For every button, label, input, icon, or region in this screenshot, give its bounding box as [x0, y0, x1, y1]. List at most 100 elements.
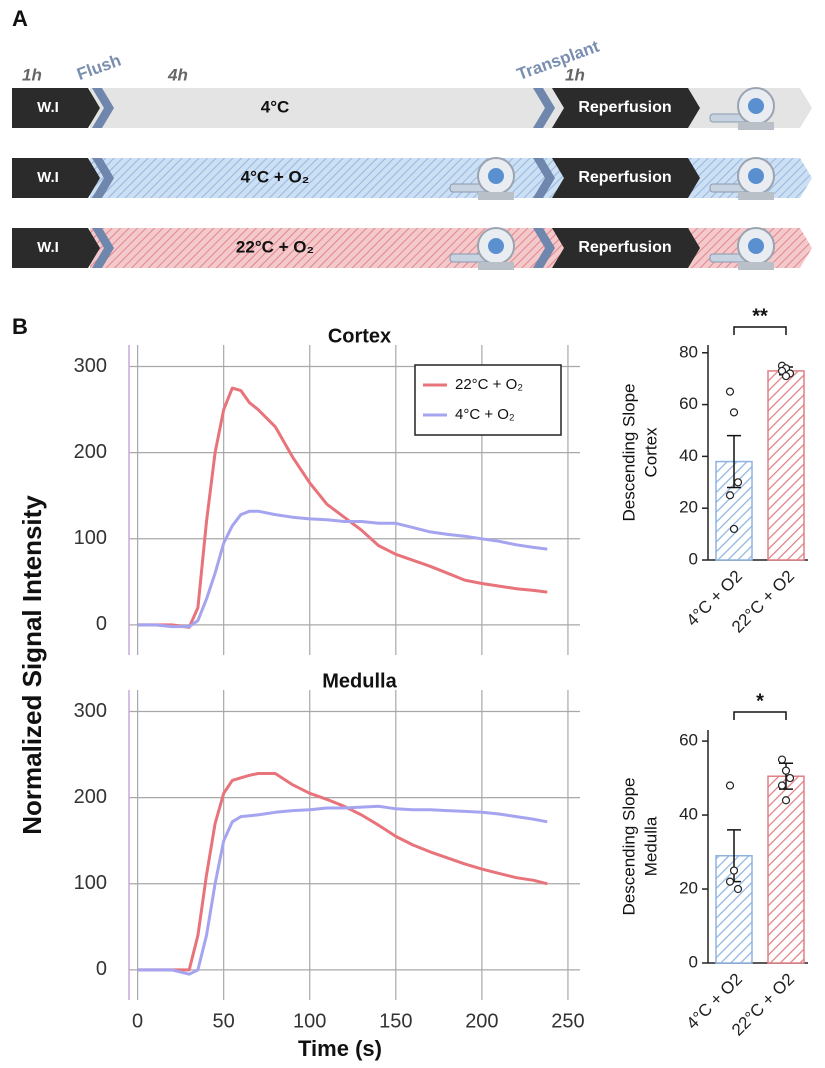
significance-label: ** [752, 305, 768, 327]
scanner-bore [748, 168, 764, 184]
data-point [729, 524, 739, 534]
phase-label: W.I [37, 99, 59, 116]
data-point [777, 781, 787, 790]
scanner-base [738, 122, 774, 130]
y-tick-label: 300 [74, 700, 107, 722]
scanner-bore [748, 238, 764, 254]
chart-title: Cortex [328, 325, 391, 347]
panel-label: A [12, 6, 28, 31]
y-tick-label: 100 [74, 872, 107, 894]
data-point [725, 491, 735, 500]
x-tick-label: 200 [465, 1010, 498, 1032]
legend-label: 22°C + O₂ [455, 376, 523, 393]
phase-label: Reperfusion [578, 99, 671, 116]
series-line [137, 804, 548, 976]
y-axis-label: Descending Slope [619, 778, 638, 916]
plot-area [129, 690, 580, 1000]
data-point [781, 766, 791, 775]
legend-box [414, 364, 562, 436]
bar [767, 370, 805, 561]
x-tick-label: 150 [379, 1010, 412, 1032]
data-point [729, 408, 739, 417]
data-point [781, 796, 791, 805]
series-line [137, 772, 548, 972]
x-tick-label: 250 [551, 1010, 584, 1032]
data-point [733, 884, 743, 894]
x-tick-label: 0 [132, 1010, 143, 1032]
data-point [725, 877, 735, 886]
significance-label: * [756, 690, 764, 712]
x-tick-label: 50 [213, 1010, 235, 1032]
series-line [137, 386, 548, 629]
data-point [725, 387, 735, 396]
y-tick-label: 100 [74, 527, 107, 549]
phase-label: 22°C + O₂ [236, 237, 314, 256]
y-tick-label: 200 [74, 786, 107, 808]
timeline-label: Flush [74, 51, 123, 84]
data-point [725, 781, 735, 790]
chevron [92, 158, 114, 198]
y-tick-label: 300 [74, 355, 107, 377]
timeline-label: 4h [167, 65, 188, 84]
phase-label: Reperfusion [578, 169, 671, 186]
x-tick-label: 100 [293, 1010, 326, 1032]
phase-block [12, 158, 100, 198]
y-tick-label: 60 [679, 394, 698, 413]
scanner-base [478, 262, 514, 270]
protocol-band [90, 88, 812, 128]
y-axis-label: Normalized Signal Intensity [17, 495, 47, 835]
phase-label: W.I [37, 169, 59, 186]
timeline-label: 1h [22, 65, 42, 84]
y-axis-label: Descending Slope [619, 384, 638, 522]
error-bar [727, 434, 741, 489]
chevron [92, 88, 114, 128]
scanner-bore [488, 238, 504, 254]
data-point [777, 366, 787, 376]
x-axis-label: Time (s) [298, 1036, 382, 1061]
y-tick-label: 40 [679, 805, 698, 824]
phase-block [552, 228, 700, 268]
scanner-base [478, 192, 514, 200]
phase-block [552, 88, 700, 128]
significance-bracket [733, 326, 787, 335]
scanner-bore [488, 168, 504, 184]
bar [715, 854, 753, 964]
timeline-label: 1h [565, 65, 585, 84]
chevron [533, 88, 555, 128]
phase-block [12, 228, 100, 268]
data-point [781, 371, 791, 381]
phase-block [552, 158, 700, 198]
y-tick-label: 200 [74, 441, 107, 463]
y-tick-label: 0 [96, 613, 107, 635]
phase-label: W.I [37, 239, 59, 256]
y-tick-label: 80 [679, 342, 698, 361]
chevron [92, 228, 114, 268]
y-tick-label: 0 [689, 549, 698, 568]
significance-bracket [733, 711, 787, 720]
data-point [777, 755, 787, 764]
data-point [729, 866, 739, 875]
data-point [733, 478, 743, 487]
chevron [533, 228, 555, 268]
scanner-bore [748, 98, 764, 114]
series-line [137, 509, 548, 629]
data-point [785, 773, 795, 783]
y-tick-label: 0 [689, 952, 698, 971]
y-tick-label: 20 [679, 879, 698, 898]
bar [767, 775, 805, 964]
phase-label: 4°C [261, 97, 290, 116]
y-axis-label: Cortex [641, 427, 660, 478]
phase-label: 4°C + O₂ [241, 167, 310, 186]
timeline-label: Transplant [514, 37, 602, 84]
y-axis-label: Medulla [641, 816, 660, 876]
phase-block [12, 88, 100, 128]
y-tick-label: 60 [679, 731, 698, 750]
scanner-base [738, 192, 774, 200]
phase-label: Reperfusion [578, 239, 671, 256]
chart-title: Medulla [322, 670, 397, 692]
scanner-base [738, 262, 774, 270]
y-tick-label: 0 [96, 958, 107, 980]
y-tick-label: 40 [679, 446, 698, 465]
y-tick-label: 20 [679, 498, 698, 517]
